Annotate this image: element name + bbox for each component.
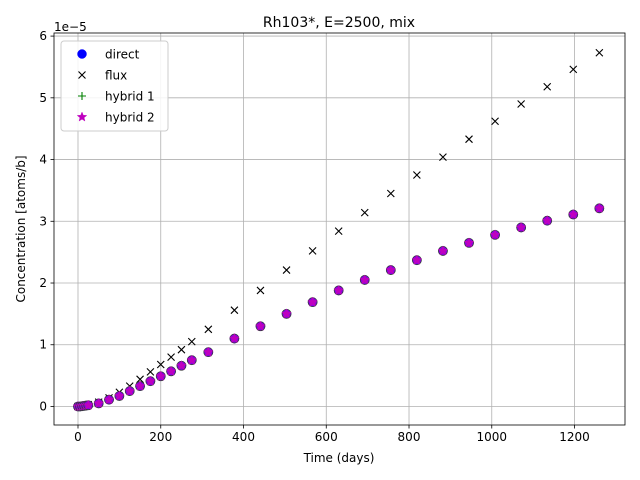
- data-point-star: [114, 390, 125, 401]
- data-point-star: [176, 360, 187, 371]
- data-point-star: [515, 221, 527, 232]
- y-tick-label: 2: [39, 276, 47, 290]
- data-point: [465, 135, 473, 144]
- data-point-star: [83, 399, 94, 410]
- legend-label: flux: [105, 69, 127, 83]
- data-point-star: [333, 284, 344, 295]
- data-point-star: [385, 264, 397, 275]
- legend-marker-hybrid-1: [78, 92, 86, 100]
- legend-box: [60, 40, 169, 132]
- data-point-star: [203, 346, 214, 357]
- y-tick-label: 6: [39, 29, 47, 43]
- data-point: [360, 208, 369, 217]
- x-tick-label: 400: [232, 430, 255, 444]
- x-axis-label: Time (days): [303, 451, 375, 465]
- data-point: [334, 227, 343, 236]
- data-point-star: [145, 375, 156, 386]
- data-point-star: [155, 370, 167, 381]
- data-point-star: [359, 274, 371, 285]
- data-point: [543, 82, 552, 91]
- data-point: [256, 286, 265, 295]
- data-point: [569, 65, 578, 74]
- y-tick-label: 4: [39, 153, 47, 167]
- data-point: [167, 353, 175, 361]
- data-point-star: [307, 296, 318, 307]
- y-tick-label: 0: [39, 399, 47, 413]
- data-point-star: [93, 397, 104, 408]
- series-hybrid-2: [72, 202, 605, 412]
- data-point-star: [489, 229, 501, 240]
- data-point-star: [186, 354, 198, 365]
- data-point-star: [103, 394, 115, 405]
- data-point-star: [568, 208, 579, 219]
- data-point: [412, 171, 421, 179]
- data-point-star: [463, 237, 475, 248]
- legend-label: direct: [105, 48, 140, 62]
- legend: direct flux hybrid 1 hybrid 2: [60, 40, 169, 132]
- data-point: [230, 306, 239, 315]
- x-tick-label: 0: [74, 430, 82, 444]
- x-tick-label: 200: [149, 430, 172, 444]
- data-point: [386, 189, 395, 198]
- y-tick-label: 1: [39, 338, 47, 352]
- y-tick-label: 5: [39, 91, 47, 105]
- data-point: [146, 368, 155, 376]
- legend-label: hybrid 1: [105, 90, 155, 104]
- data-point: [204, 325, 213, 334]
- data-point-star: [165, 365, 177, 376]
- data-point: [517, 100, 526, 108]
- data-point-star: [281, 308, 292, 319]
- data-point-star: [594, 202, 605, 213]
- x-tick-label: 1000: [476, 430, 507, 444]
- y-axis-label: Concentration [atoms/b]: [14, 155, 28, 302]
- x-tick-label: 800: [398, 430, 421, 444]
- x-tick-label: 600: [315, 430, 338, 444]
- data-point-star: [437, 245, 449, 256]
- data-point-star: [255, 320, 266, 331]
- legend-marker-direct: [77, 49, 87, 59]
- data-points: [72, 48, 605, 412]
- data-point-star: [229, 333, 240, 344]
- y-axis-ticks: 0 1 2 3 4 5 6: [39, 29, 54, 413]
- y-offset-text: 1e−5: [54, 20, 87, 34]
- data-point: [187, 337, 196, 346]
- grid: [54, 33, 625, 425]
- legend-marker-flux: [78, 71, 86, 79]
- data-point-star: [134, 380, 146, 391]
- x-axis-ticks: 0 200 400 600 800 1000 1200: [74, 425, 590, 444]
- data-point: [156, 360, 165, 369]
- data-point: [282, 266, 291, 274]
- data-point: [308, 247, 317, 255]
- chart-title: Rh103*, E=2500, mix: [263, 15, 415, 31]
- y-tick-label: 3: [39, 214, 47, 228]
- data-point: [491, 117, 499, 126]
- data-point-star: [124, 385, 135, 396]
- data-point: [136, 375, 144, 384]
- legend-marker-hybrid-2: [76, 111, 88, 122]
- data-point-star: [541, 215, 553, 226]
- legend-label: hybrid 2: [105, 111, 155, 125]
- data-point: [177, 345, 186, 354]
- plot-frame: [53, 32, 626, 426]
- data-point: [439, 153, 447, 161]
- data-point-star: [411, 254, 423, 265]
- data-point: [595, 48, 604, 57]
- x-tick-label: 1200: [559, 430, 590, 444]
